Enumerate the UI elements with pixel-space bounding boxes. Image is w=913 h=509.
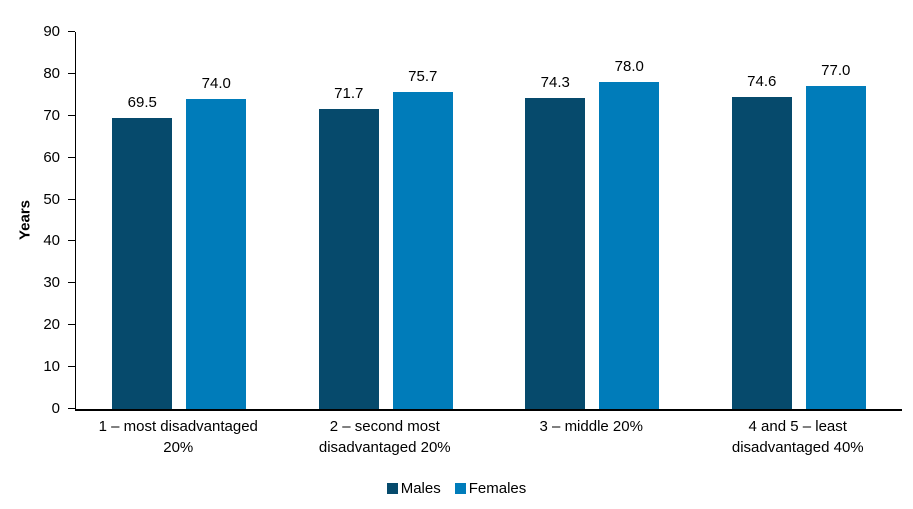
bar-value-label: 77.0 [821, 62, 851, 80]
y-axis-tick [68, 324, 75, 326]
legend: Males Females [0, 480, 913, 497]
bar-females: 75.7 [392, 68, 453, 409]
x-axis-category-labels: 1 – most disadvantaged 20% 2 – second mos… [75, 416, 901, 458]
bar-males: 69.5 [112, 94, 173, 409]
x-axis-category-label: 1 – most disadvantaged 20% [98, 418, 258, 456]
bar-value-label: 75.7 [408, 67, 438, 85]
y-axis-title: Years [16, 199, 34, 241]
y-axis-tick [68, 31, 75, 32]
bar-females: 74.0 [186, 75, 247, 409]
bar-value-label: 69.5 [127, 93, 157, 111]
y-axis-tick [68, 72, 75, 74]
y-axis-tick-label: 80 [43, 64, 60, 82]
legend-item-females: Females [454, 480, 527, 497]
bar-group: 71.7 75.7 [283, 32, 490, 409]
x-axis-category-label: 4 and 5 – least disadvantaged 40% [731, 418, 864, 456]
y-axis-tick [68, 198, 75, 200]
y-axis-tick-label: 70 [43, 106, 60, 124]
y-axis-tick [68, 282, 75, 284]
y-axis-tick [68, 240, 75, 242]
y-axis-tick-label: 60 [43, 148, 60, 166]
y-axis-tick-label: 90 [43, 23, 60, 40]
bar-group: 74.3 78.0 [489, 32, 696, 409]
legend-swatch-icon [386, 483, 398, 494]
y-axis-tick [68, 114, 75, 116]
bar-value-label: 78.0 [614, 58, 644, 76]
bar-males: 74.3 [525, 74, 586, 409]
x-axis-category-label: 3 – middle 20% [539, 418, 643, 435]
bars-container: 69.5 74.0 71.7 75.7 74.3 78.0 74.6 77.0 [76, 32, 902, 409]
bar-females: 77.0 [805, 62, 866, 409]
y-axis-tick-label: 20 [43, 316, 60, 334]
legend-label: Males [400, 480, 441, 497]
bar-group: 74.6 77.0 [696, 32, 903, 409]
y-axis-tick-label: 30 [43, 274, 60, 292]
bar-group: 69.5 74.0 [76, 32, 283, 409]
bar-males: 74.6 [731, 73, 792, 409]
legend-item-males: Males [386, 480, 441, 497]
bar-females: 78.0 [599, 58, 660, 409]
bar-value-label: 71.7 [334, 84, 364, 102]
legend-label: Females [468, 480, 527, 497]
bar-value-label: 74.3 [540, 73, 570, 91]
bar-value-label: 74.0 [201, 75, 231, 93]
bar-value-label: 74.6 [747, 72, 777, 90]
y-axis-tick [68, 366, 75, 368]
y-axis-tick [68, 156, 75, 158]
bar-males: 71.7 [318, 85, 379, 409]
y-axis-tick-label: 0 [51, 400, 60, 417]
y-axis-tick-label: 10 [43, 358, 60, 376]
plot-area: 0 10 20 30 40 50 60 70 80 90 69.5 74.0 71.7 75.7 74.3… [43, 24, 902, 417]
legend-swatch-icon [454, 483, 466, 494]
x-axis-category-label: 2 – second most disadvantaged 20% [318, 418, 451, 456]
y-axis-tick [68, 408, 75, 409]
